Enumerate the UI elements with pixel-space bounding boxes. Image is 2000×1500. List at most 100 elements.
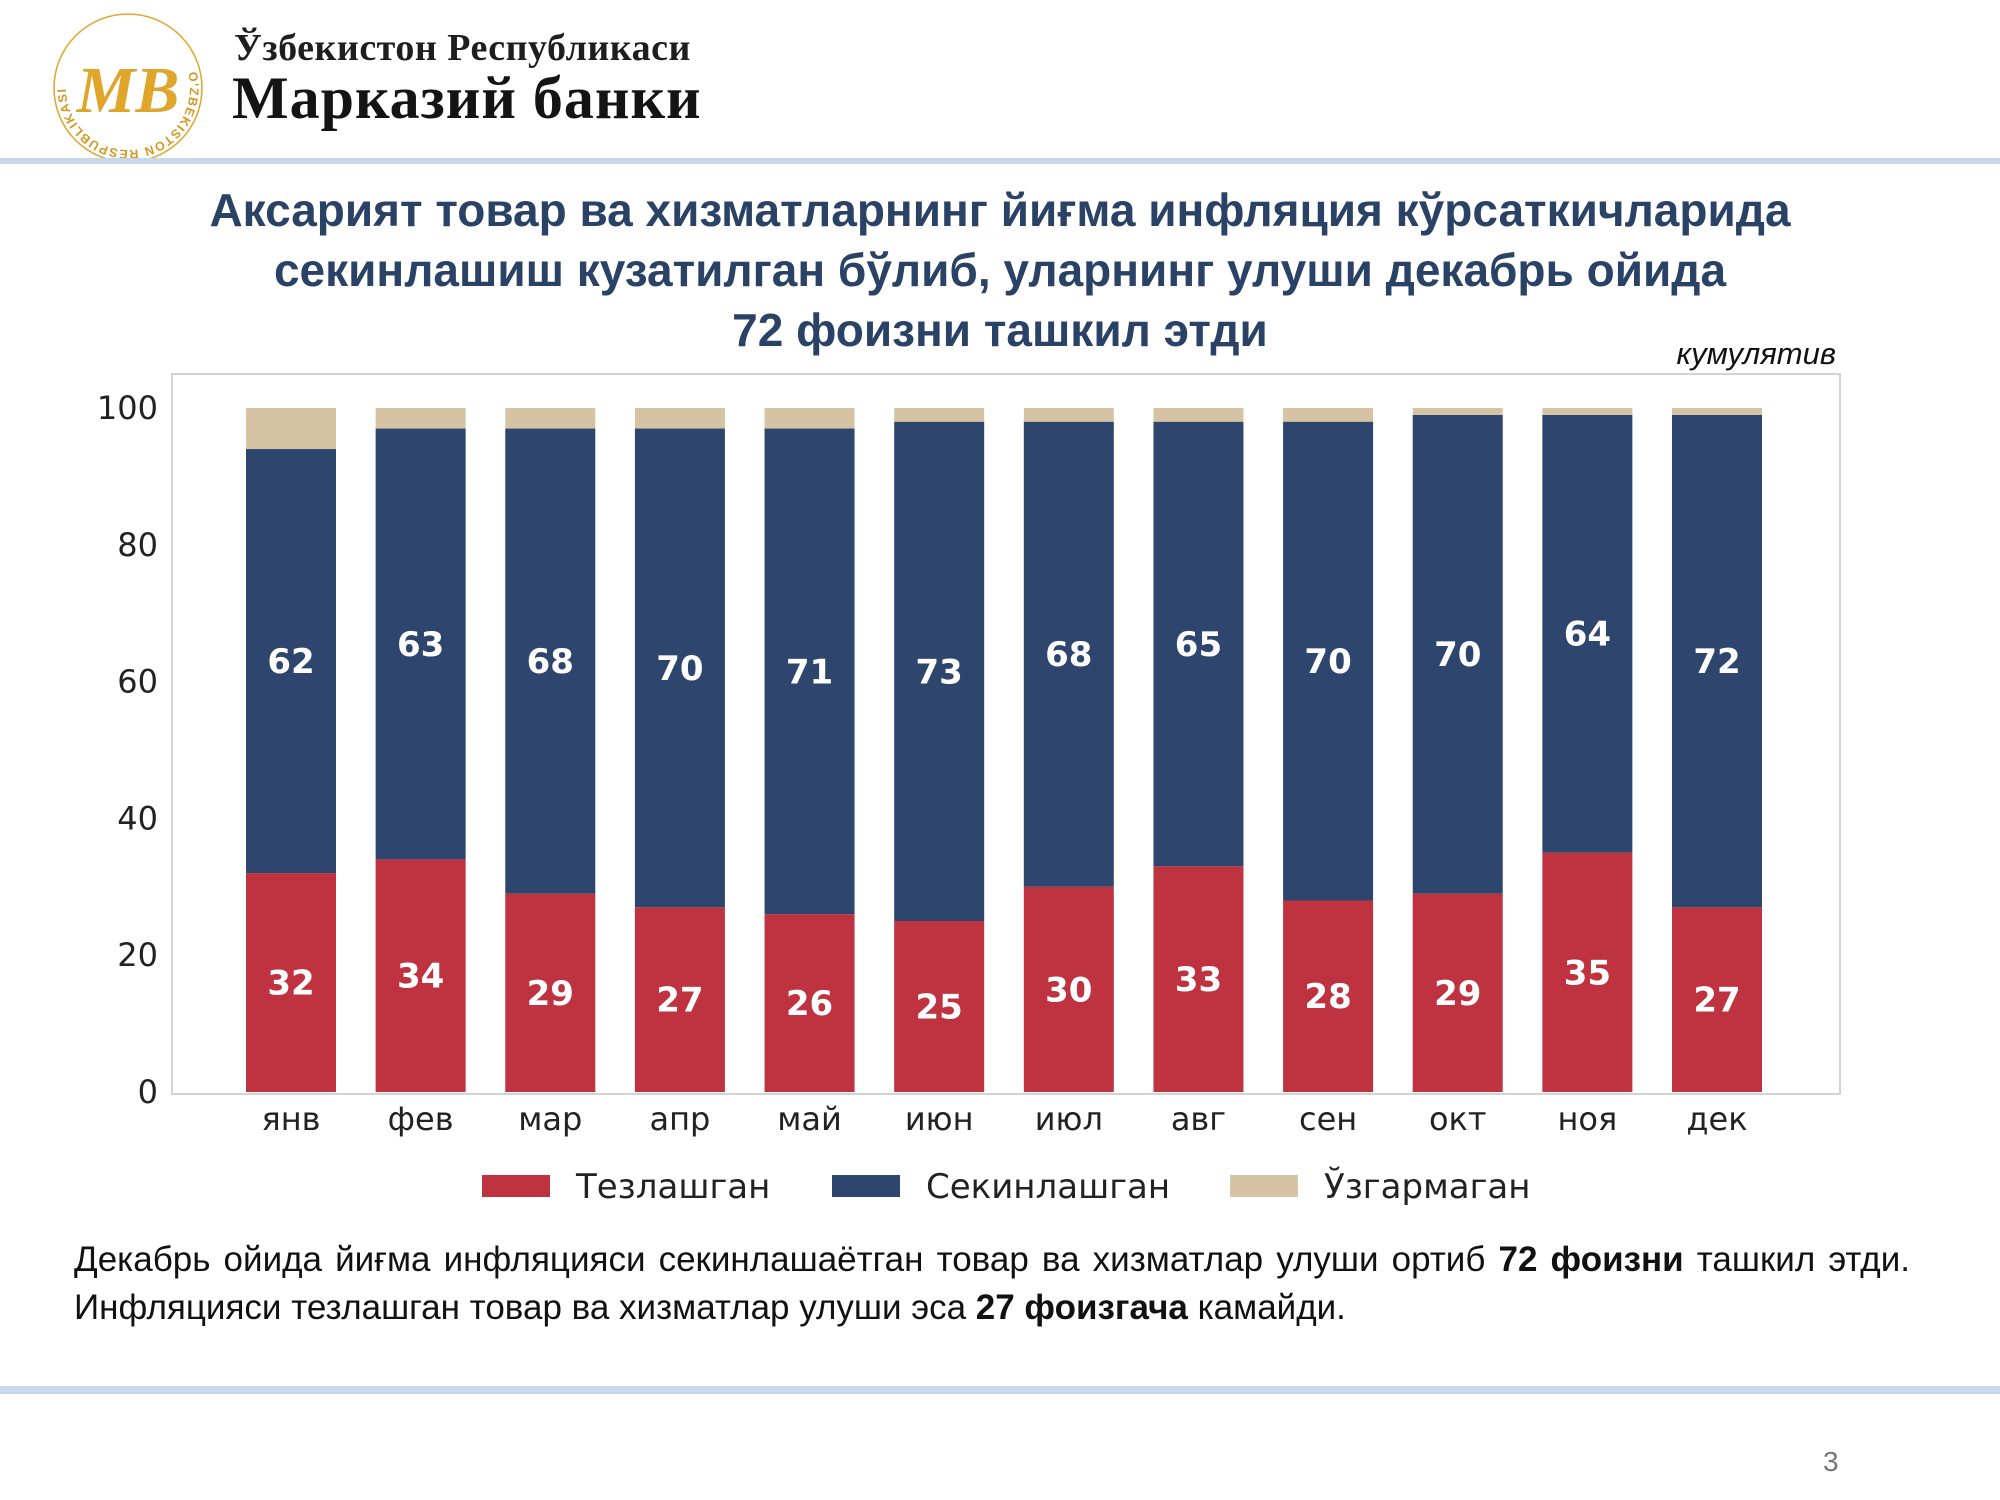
x-tick-label: фев xyxy=(388,1100,454,1138)
y-tick-label: 20 xyxy=(117,936,158,974)
bar-segment-3 xyxy=(1412,408,1503,415)
title-line-2: секинлашиш кузатилган бўлиб, уларнинг ул… xyxy=(273,244,1727,296)
summary-bold-1: 72 фоизни xyxy=(1498,1240,1684,1279)
footer-divider xyxy=(0,1386,2000,1394)
x-axis: янв фев мар апр май июн июл авг сен окт ноя дек xyxy=(261,1100,1747,1138)
legend: Тезлашган Секинлашган Ўзгармаган xyxy=(482,1166,1531,1207)
bar-value-label: 70 xyxy=(1434,635,1481,675)
y-tick-label: 0 xyxy=(138,1073,158,1111)
bar-segment-1 xyxy=(894,921,985,1092)
bar-value-label: 32 xyxy=(267,964,314,1004)
bar-segment-1 xyxy=(505,893,596,1092)
summary-part-1: Декабрь ойида йиғма инфляцияси секинлаша… xyxy=(74,1240,1499,1279)
x-tick-label: дек xyxy=(1686,1100,1747,1138)
bar-segment-3 xyxy=(1672,408,1762,415)
page-number: 3 xyxy=(1823,1446,1839,1477)
bar-segment-2 xyxy=(634,428,725,908)
y-tick-label: 100 xyxy=(97,389,158,427)
bar-value-label: 28 xyxy=(1304,977,1351,1017)
bar-segment-2 xyxy=(1283,421,1374,901)
y-tick-label: 40 xyxy=(117,799,158,837)
bar-segment-1 xyxy=(1283,900,1374,1092)
summary-part-3: камайди. xyxy=(1187,1288,1346,1327)
bar-value-label: 30 xyxy=(1045,970,1092,1010)
bar-segment-1 xyxy=(1023,886,1114,1092)
bar-value-label: 33 xyxy=(1175,960,1222,1000)
bar-value-label: 70 xyxy=(656,649,703,689)
bar-segment-3 xyxy=(764,408,855,429)
bar-value-label: 34 xyxy=(397,957,444,997)
bar-segment-1 xyxy=(764,914,855,1092)
bar-segment-2 xyxy=(894,421,985,921)
x-tick-label: окт xyxy=(1429,1100,1487,1138)
bar-segment-2 xyxy=(1023,421,1114,887)
bar-segment-2 xyxy=(764,428,855,915)
header-divider xyxy=(0,158,2000,164)
logo-monogram: MB xyxy=(76,54,180,127)
x-tick-label: май xyxy=(777,1100,842,1138)
bar-segment-3 xyxy=(505,408,596,429)
bank-name-line2: Марказий банки xyxy=(232,65,702,131)
legend-label: Секинлашган xyxy=(926,1167,1170,1207)
bar-value-label: 29 xyxy=(527,974,574,1014)
summary-text: Декабрь ойида йиғма инфляцияси секинлаша… xyxy=(74,1236,1910,1332)
bar-value-label: 65 xyxy=(1175,625,1222,665)
bar-segment-1 xyxy=(1672,907,1762,1092)
central-bank-logo: O'ZBEKISTON RESPUBLIKASI • MARKAZIY BANK… xyxy=(42,0,208,168)
bar-segment-3 xyxy=(375,408,466,429)
bar-segment-2 xyxy=(1412,414,1503,894)
chart-note: кумулятив xyxy=(1676,336,1836,371)
bar-value-label: 64 xyxy=(1564,615,1611,655)
y-tick-label: 80 xyxy=(117,526,158,564)
bar-segment-3 xyxy=(1542,408,1633,415)
x-tick-label: апр xyxy=(649,1100,710,1138)
bar-segment-1 xyxy=(1542,852,1633,1092)
x-tick-label: авг xyxy=(1171,1100,1226,1138)
summary-bold-2: 27 фоизгача xyxy=(975,1288,1188,1327)
bar-segment-3 xyxy=(1023,408,1114,422)
title-line-3: 72 фоизни ташкил этди xyxy=(732,304,1268,356)
bar-segment-1 xyxy=(1153,866,1244,1092)
bar-value-label: 26 xyxy=(786,984,833,1024)
bar-segment-2 xyxy=(246,449,336,874)
x-tick-label: сен xyxy=(1299,1100,1357,1138)
bar-value-label: 27 xyxy=(656,981,703,1021)
bar-segment-2 xyxy=(1672,414,1762,908)
bar-value-label: 35 xyxy=(1564,953,1611,993)
y-tick-label: 60 xyxy=(117,663,158,701)
x-tick-label: июл xyxy=(1035,1100,1103,1138)
bar-segment-2 xyxy=(1153,421,1244,867)
bar-value-label: 70 xyxy=(1304,642,1351,682)
bar-segment-1 xyxy=(634,907,725,1092)
bank-name-line1: Ўзбекистон Республикаси xyxy=(234,27,691,69)
bar-segment-2 xyxy=(375,428,466,860)
legend-label: Ўзгармаган xyxy=(1324,1166,1531,1207)
bar-segment-3 xyxy=(246,408,336,450)
title-line-1: Аксарият товар ва хизматларнинг йиғма ин… xyxy=(209,184,1791,236)
bar-value-label: 62 xyxy=(267,642,314,682)
x-tick-label: июн xyxy=(905,1100,974,1138)
legend-swatch xyxy=(482,1175,550,1197)
bar-segment-2 xyxy=(505,428,596,894)
bar-segment-3 xyxy=(894,408,985,422)
logo-emblem-icon: O'ZBEKISTON RESPUBLIKASI • MARKAZIY BANK… xyxy=(42,0,203,163)
bar-segment-3 xyxy=(1153,408,1244,422)
bar-segment-3 xyxy=(1283,408,1374,422)
x-tick-label: янв xyxy=(261,1100,320,1138)
x-tick-label: ноя xyxy=(1557,1100,1617,1138)
bar-value-label: 63 xyxy=(397,625,444,665)
bar-segment-1 xyxy=(246,873,336,1092)
y-axis: 0 20 40 60 80 100 xyxy=(97,389,158,1111)
legend-label: Тезлашган xyxy=(575,1167,770,1207)
bars-group: 32 62 34 63 29 68 27 70 26 71 25 73 30 68 33 65 28 70 29 70… xyxy=(246,408,1762,1092)
bar-value-label: 25 xyxy=(916,988,963,1028)
summary-part-2: ташкил этди. Инфляцияси тезлашган товар … xyxy=(74,1240,1910,1327)
bar-segment-1 xyxy=(1412,893,1503,1092)
bar-segment-1 xyxy=(375,859,466,1092)
bar-value-label: 68 xyxy=(1045,635,1092,675)
bar-value-label: 27 xyxy=(1693,981,1740,1021)
x-tick-label: мар xyxy=(518,1100,582,1138)
slide-title: Аксарият товар ва хизматларнинг йиғма ин… xyxy=(100,180,1900,360)
bar-value-label: 71 xyxy=(786,652,833,692)
